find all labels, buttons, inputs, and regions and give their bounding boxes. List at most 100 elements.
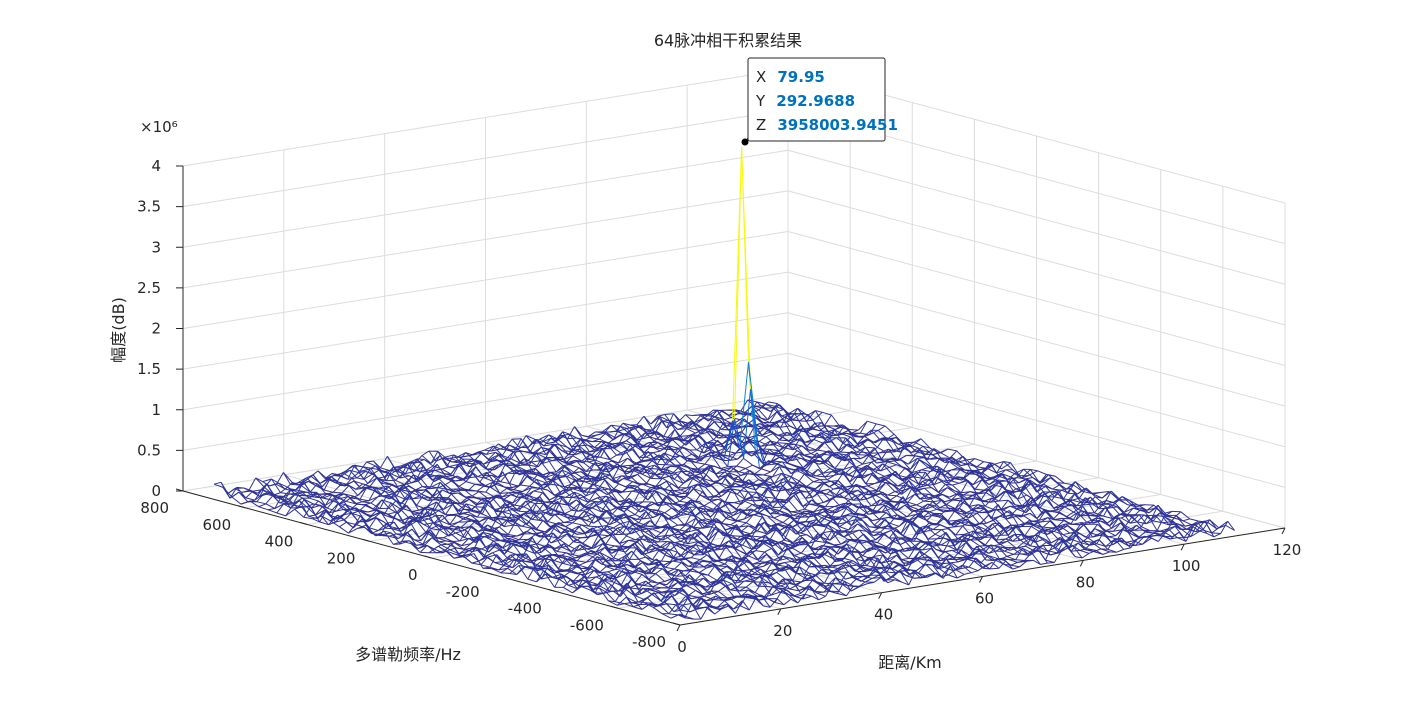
mesh-segment-y [798, 453, 807, 457]
mesh-segment-y [595, 515, 603, 519]
mesh-segment-y [346, 480, 355, 485]
mesh-segment-y [245, 490, 254, 499]
mesh-segment-y [742, 441, 750, 448]
mesh-segment-x [496, 528, 506, 541]
mesh-segment-y [536, 546, 544, 553]
mesh-segment-y [558, 495, 566, 498]
mesh-segment-x [589, 447, 599, 453]
mesh-segment-y [451, 492, 459, 495]
mesh-segment-x [767, 506, 778, 515]
surface-mesh[interactable] [213, 147, 1235, 620]
mesh-segment-x [333, 491, 343, 494]
mesh-segment-x [683, 434, 693, 441]
mesh-segment-x [795, 493, 806, 510]
mesh-segment-y [718, 487, 727, 494]
mesh-segment-x [489, 494, 500, 503]
mesh-segment-y [952, 482, 960, 486]
mesh-segment-y [603, 424, 612, 434]
mesh-segment-x [833, 424, 843, 427]
mesh-segment-x [342, 472, 353, 479]
mesh-segment-x [446, 526, 456, 534]
mesh-segment-y [321, 515, 329, 526]
mesh-segment-x [481, 544, 491, 550]
mesh-segment-y [787, 480, 795, 491]
mesh-segment-x [760, 417, 771, 424]
mesh-segment-x [557, 551, 567, 554]
mesh-segment-y [707, 421, 715, 430]
mesh-segment-y [709, 481, 718, 486]
mesh-segment-x [782, 418, 793, 436]
mesh-segment-x [562, 496, 572, 511]
mesh-segment-y [367, 474, 376, 484]
x-tick-mark [1180, 543, 1185, 551]
mesh-segment-y [675, 493, 683, 496]
mesh-segment-y [888, 448, 896, 453]
mesh-segment-y [533, 512, 541, 515]
mesh-segment-x [539, 496, 550, 510]
mesh-segment-y [488, 517, 496, 522]
mesh-segment-y [341, 485, 350, 494]
mesh-segment-y [358, 470, 366, 474]
mesh-segment-x [554, 444, 565, 460]
mesh-segment-x [621, 442, 631, 446]
mesh-segment-y [815, 410, 823, 413]
mesh-segment-x [338, 496, 349, 505]
mesh-segment-y [585, 469, 593, 473]
mesh-segment-x [728, 472, 739, 477]
mesh-segment-y [761, 460, 769, 470]
mesh-segment-x [463, 473, 474, 480]
mesh-segment-x [649, 520, 660, 529]
mesh-segment-x [745, 499, 755, 502]
mesh-segment-y [572, 516, 580, 524]
mesh-segment-x [660, 503, 670, 506]
mesh-segment-x [698, 482, 709, 488]
mesh-segment-x [686, 517, 696, 525]
mesh-segment-x [243, 487, 253, 492]
mesh-segment-x [500, 481, 510, 485]
mesh-segment-y [668, 514, 677, 520]
mesh-segment-y [540, 457, 548, 462]
mesh-segment-y [386, 493, 394, 496]
mesh-segment-x [409, 495, 420, 511]
mesh-segment-x [531, 460, 541, 463]
mesh-segment-y [590, 526, 598, 531]
mesh-segment-y [899, 455, 907, 460]
mesh-segment-y [739, 413, 748, 420]
mesh-segment-x [855, 484, 866, 495]
mesh-segment-x [764, 481, 774, 488]
mesh-segment-x [643, 517, 654, 520]
mesh-segment-x [398, 463, 408, 470]
mesh-segment-x [715, 471, 725, 475]
mesh-segment-y [591, 534, 600, 549]
mesh-segment-x [585, 529, 595, 534]
mesh-segment-x [604, 479, 615, 490]
mesh-segment-y [231, 491, 240, 498]
mesh-segment-x [241, 490, 251, 493]
mesh-segment-x [627, 457, 637, 464]
mesh-segment-y [309, 491, 317, 499]
mesh-segment-y [485, 481, 494, 493]
mesh-segment-y [464, 525, 473, 538]
mesh-segment-y [859, 420, 868, 434]
mesh-segment-x [471, 562, 481, 566]
mesh-segment-x [430, 455, 441, 464]
mesh-segment-y [292, 500, 300, 506]
mesh-segment-x [724, 511, 734, 516]
mesh-segment-y [870, 446, 878, 454]
mesh-segment-y [506, 544, 514, 552]
mesh-segment-y [651, 454, 660, 461]
mesh-segment-x [699, 435, 710, 449]
mesh-segment-y [420, 473, 428, 479]
mesh-segment-y [465, 503, 474, 512]
mesh-segment-y [570, 444, 579, 452]
mesh-segment-y [527, 534, 536, 540]
mesh-segment-y [734, 147, 743, 419]
mesh-segment-x [756, 492, 767, 498]
mesh-segment-y [518, 472, 526, 487]
mesh-segment-x [815, 410, 825, 426]
mesh-segment-y [481, 548, 489, 553]
mesh-segment-x [476, 547, 487, 557]
mesh-segment-y [650, 442, 659, 447]
mesh-segment-x [329, 503, 339, 513]
mesh-segment-x [790, 475, 800, 482]
